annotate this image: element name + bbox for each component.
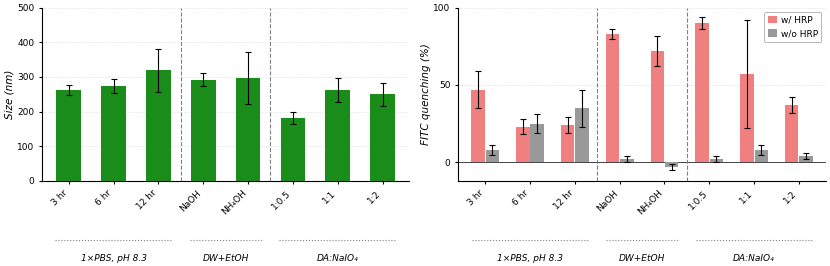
Bar: [236, 78, 261, 181]
Bar: [325, 90, 350, 181]
Text: DW+EtOH: DW+EtOH: [619, 253, 665, 263]
Bar: [146, 70, 171, 181]
Bar: [665, 162, 678, 167]
Bar: [561, 125, 574, 162]
Bar: [620, 159, 633, 162]
Legend: w/ HRP, w/o HRP: w/ HRP, w/o HRP: [764, 12, 822, 42]
Bar: [696, 23, 709, 162]
Bar: [606, 34, 619, 162]
Bar: [799, 156, 813, 162]
Bar: [191, 80, 216, 181]
Text: DW+EtOH: DW+EtOH: [203, 253, 249, 263]
Y-axis label: FITC quenching (%): FITC quenching (%): [421, 43, 431, 145]
Bar: [486, 150, 499, 162]
Bar: [281, 118, 305, 181]
Bar: [651, 51, 664, 162]
Bar: [785, 105, 798, 162]
Bar: [754, 150, 768, 162]
Bar: [740, 74, 754, 162]
Bar: [56, 90, 81, 181]
Text: DA:NaIO₄: DA:NaIO₄: [733, 253, 775, 263]
Bar: [516, 127, 530, 162]
Text: 1×PBS, pH 8.3: 1×PBS, pH 8.3: [497, 253, 563, 263]
Y-axis label: Size (nm): Size (nm): [4, 70, 14, 119]
Bar: [471, 90, 485, 162]
Bar: [530, 124, 544, 162]
Bar: [101, 86, 126, 181]
Text: DA:NaIO₄: DA:NaIO₄: [317, 253, 359, 263]
Bar: [575, 108, 588, 162]
Text: 1×PBS, pH 8.3: 1×PBS, pH 8.3: [81, 253, 147, 263]
Bar: [370, 94, 395, 181]
Bar: [710, 159, 723, 162]
